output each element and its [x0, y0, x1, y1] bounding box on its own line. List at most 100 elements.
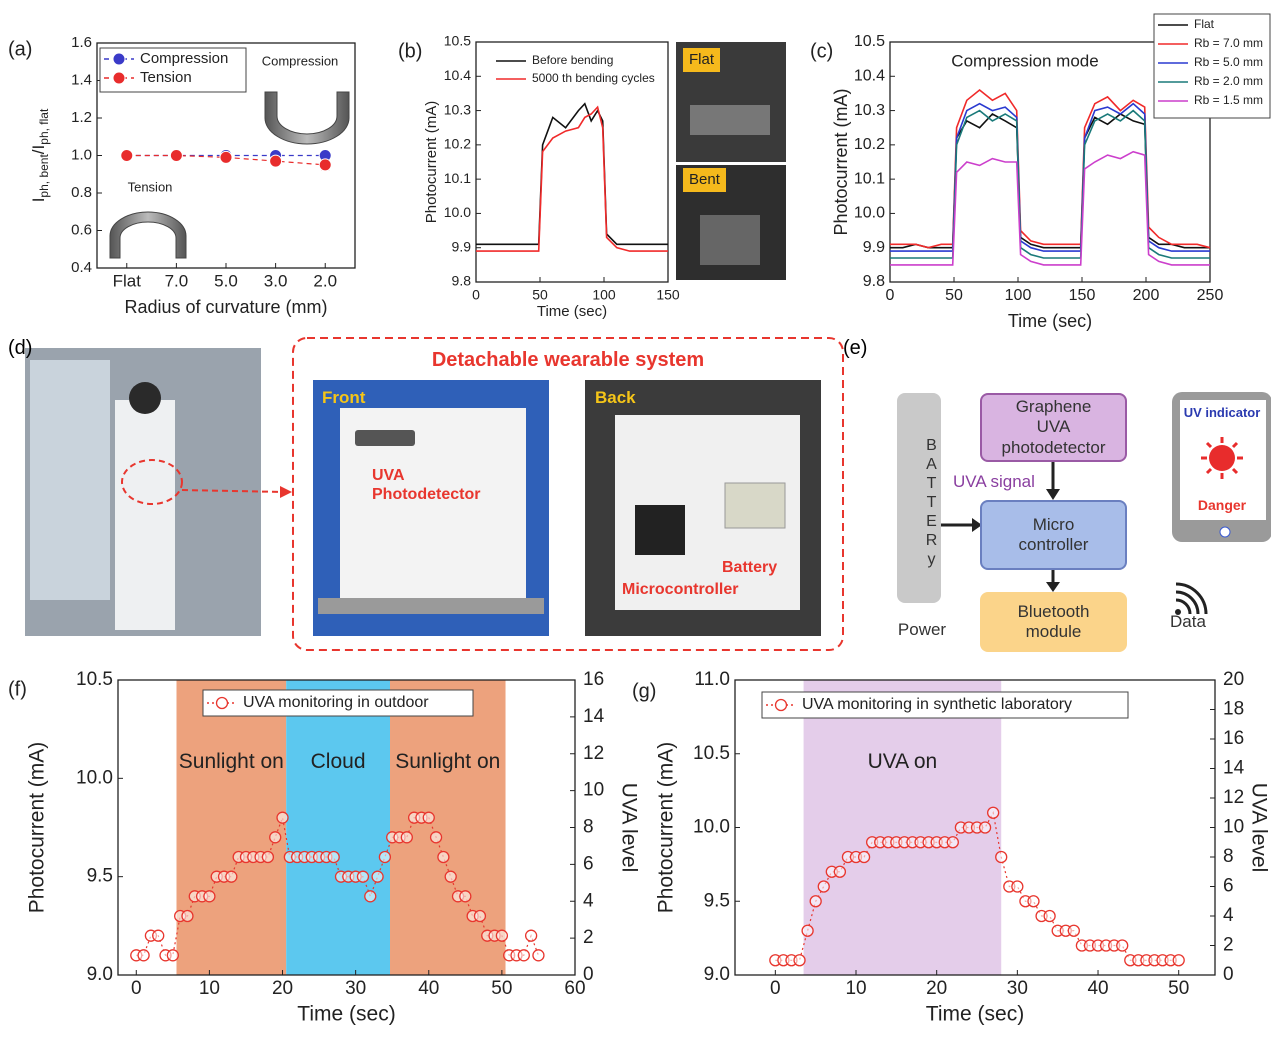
y2-tick-label: 4 [1223, 905, 1234, 926]
data-point [318, 158, 332, 172]
photo-caption: UVA Photodetector [372, 467, 481, 504]
alert-label: Danger [1197, 497, 1247, 513]
data-point [495, 929, 509, 942]
data-point [371, 870, 384, 883]
data-point [437, 850, 450, 864]
y-tick-label: 1.4 [71, 71, 92, 88]
x-axis-label: Time (sec) [1008, 311, 1092, 331]
legend-label: Before bending [532, 53, 613, 67]
data-point [269, 154, 283, 168]
arrow-head [1046, 582, 1060, 592]
wireless-icon [1175, 609, 1181, 615]
legend-label: Rb = 2.0 mm [1194, 74, 1263, 88]
y-axis-label: Photocurrent (mA) [26, 742, 49, 914]
annotation: Compression mode [951, 51, 1098, 70]
x-tick-label: 200 [1133, 287, 1160, 304]
data-point [801, 924, 814, 937]
head [129, 382, 161, 414]
legend-label: Rb = 7.0 mm [1194, 36, 1263, 50]
data-point [1172, 954, 1185, 967]
y-tick-label: 10.5 [693, 743, 730, 764]
y-tick-label: 9.0 [87, 964, 113, 985]
region [390, 680, 506, 975]
y-tick-label: 9.9 [452, 238, 472, 254]
data-point [169, 149, 183, 162]
data-point [225, 870, 238, 883]
sun-icon [1209, 445, 1235, 471]
arrow-head [972, 518, 982, 532]
data-point [459, 890, 472, 903]
y-tick-label: 0.6 [71, 221, 92, 238]
y-tick-label: 1.0 [71, 146, 92, 163]
legend-label: Flat [1194, 17, 1215, 31]
legend-frame [99, 47, 247, 93]
data-point [1043, 909, 1056, 923]
data-point [181, 909, 194, 923]
y-axis-label-part: ph, flat [37, 108, 51, 145]
legend-frame [761, 691, 1129, 719]
x-tick-label: 5.0 [214, 271, 238, 290]
controller-block: Micro controller [980, 500, 1127, 570]
y-tick-label: 9.8 [452, 273, 472, 289]
y-tick-label: 10.5 [854, 33, 885, 50]
legend-marker [215, 696, 229, 710]
data-point [356, 870, 370, 883]
y2-tick-label: 0 [1223, 964, 1234, 985]
signal-label: UVA signal [953, 472, 1035, 491]
data-point [532, 949, 545, 962]
x-tick-label: 20 [272, 978, 293, 999]
annotation: Compression [262, 53, 339, 68]
panel-label: (b) [398, 40, 422, 62]
x-tick-label: 10 [845, 978, 866, 999]
region [176, 680, 287, 975]
y2-tick-label: 8 [583, 817, 594, 838]
legend-label: Rb = 5.0 mm [1194, 55, 1263, 69]
indicator-label: UV indicator [1183, 405, 1261, 420]
series-line [476, 105, 668, 252]
lab-coat [115, 400, 175, 630]
panel-label: (g) [632, 680, 656, 702]
detector-block: Graphene UVA photodetector [980, 393, 1127, 462]
data-point [473, 909, 487, 923]
x-axis-label: Time (sec) [297, 1003, 395, 1026]
panel-label: (c) [810, 40, 833, 62]
y-tick-label: 10.2 [444, 136, 471, 152]
y-tick-label: 1.2 [71, 109, 92, 126]
x-tick-label: 150 [656, 287, 680, 303]
y-tick-label: 9.8 [863, 273, 885, 290]
data-point [995, 850, 1008, 864]
y-axis-label-part: ph, bent [37, 154, 51, 198]
data-point [261, 850, 275, 864]
power-label: Power [897, 620, 947, 639]
wireless-icon [1175, 582, 1208, 615]
photo-caption: Battery [722, 559, 778, 576]
data-point [946, 836, 959, 849]
y-tick-label: 10.4 [854, 68, 885, 85]
y-axis-label: Photocurrent (mA) [831, 88, 851, 235]
data-point [517, 949, 530, 962]
y-tick-label: 10.0 [854, 205, 885, 222]
data-point [327, 850, 340, 864]
x-tick-label: 0 [770, 978, 781, 999]
y-axis-label-part: /I [29, 145, 48, 154]
legend-label: 5000 th bending cycles [532, 71, 655, 85]
series-line [890, 109, 1210, 259]
x-tick-label: 10 [199, 978, 220, 999]
data-point [1116, 939, 1129, 952]
series-line [890, 150, 1210, 266]
data-point [1011, 880, 1024, 893]
series-line [476, 102, 668, 246]
legend-label: UVA monitoring in outdoor [243, 694, 429, 711]
region [286, 680, 391, 975]
y2-tick-label: 14 [1223, 758, 1245, 779]
y2-tick-label: 10 [1223, 817, 1244, 838]
photo-caption: Microcontroller [622, 581, 739, 598]
data-point [137, 949, 150, 962]
y2-tick-label: 20 [1223, 669, 1244, 690]
y2-tick-label: 2 [1223, 935, 1234, 956]
y2-tick-label: 8 [1223, 846, 1234, 867]
y-tick-label: 0.4 [71, 259, 92, 276]
data-point [120, 149, 134, 162]
y-tick-label: 10.3 [854, 102, 885, 119]
y-tick-label: 9.5 [704, 890, 730, 911]
